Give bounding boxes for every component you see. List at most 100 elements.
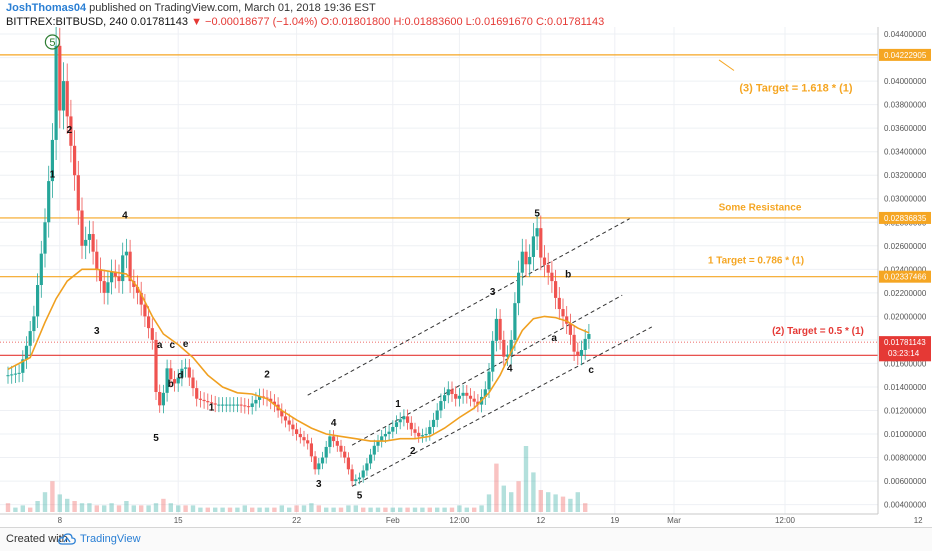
volume-bar: [560, 496, 566, 512]
candle-body: [161, 392, 165, 406]
wave-label: d: [177, 371, 183, 382]
down-arrow-icon: ▼: [191, 16, 202, 28]
candle-body: [73, 145, 77, 176]
candle-body: [291, 424, 295, 430]
candle-body: [576, 351, 580, 356]
volume-bar: [449, 507, 455, 512]
candle-body: [165, 368, 169, 393]
candle-body: [565, 316, 569, 324]
candle-body: [191, 377, 195, 389]
volume-bar: [94, 505, 99, 512]
volume-bar: [479, 505, 484, 512]
time-tick-label: 12:00: [449, 516, 470, 525]
candle-body: [36, 285, 40, 317]
candle-body: [361, 470, 365, 478]
candle-body: [217, 404, 221, 406]
candle-body: [80, 210, 84, 246]
price-tick-label: 0.03800000: [884, 101, 927, 110]
candle-body: [443, 395, 447, 402]
tradingview-brand-link[interactable]: TradingView: [80, 533, 141, 545]
wave-circle-icon: [44, 34, 61, 50]
candle-body: [557, 297, 561, 310]
candle-body: [254, 399, 258, 404]
volume-bar: [116, 505, 122, 512]
volume-bar: [390, 507, 395, 512]
candle-body: [465, 392, 469, 396]
volume-bar: [272, 507, 277, 512]
volume-bar: [486, 494, 492, 512]
candle-body: [542, 257, 547, 265]
candle-body: [320, 457, 325, 464]
candle-body: [369, 454, 373, 464]
resistance-annotation: Some Resistance: [719, 203, 802, 214]
volume-bar: [57, 494, 62, 512]
wave-label: 2: [410, 446, 416, 457]
wave-label: c: [169, 340, 175, 351]
volume-bar: [35, 501, 40, 512]
volume-bar: [494, 463, 499, 512]
candle-body: [328, 436, 332, 447]
volume-bar: [257, 507, 262, 512]
volume-bar: [13, 507, 18, 512]
volume-bar: [190, 505, 196, 512]
wave-label: e: [183, 339, 189, 350]
volume-bar: [146, 505, 151, 512]
candle-body: [457, 395, 461, 399]
price-tick-label: 0.04400000: [884, 30, 927, 39]
volume-bar: [338, 507, 344, 512]
volume-bar: [183, 505, 188, 512]
candle-body: [132, 281, 136, 287]
channel-line-middle: [351, 294, 623, 446]
candle-body: [380, 436, 384, 442]
candle-body: [509, 339, 513, 355]
candle-body: [246, 406, 251, 408]
candle-body: [21, 359, 25, 373]
candle-body: [54, 45, 58, 140]
candle-body: [472, 398, 476, 402]
candle-body: [113, 271, 117, 277]
volume-bar: [361, 507, 366, 512]
volume-bar: [5, 503, 11, 512]
candles: [6, 27, 591, 486]
candle-body: [13, 373, 17, 375]
wave-label: 5: [357, 491, 363, 502]
volume-bar: [153, 503, 159, 512]
symbol-line: BITTREX:BITBUSD, 240 0.01781143 ▼ −0.000…: [6, 16, 604, 28]
volume-bar: [227, 507, 233, 512]
candle-body: [158, 391, 162, 406]
candle-body: [213, 403, 217, 405]
wave-label: 1: [209, 402, 215, 413]
candle-body: [28, 331, 32, 346]
candle-body: [572, 334, 576, 352]
volume-bar: [509, 492, 514, 512]
volume-bar: [368, 507, 373, 512]
volume-bar: [250, 507, 255, 512]
candle-body: [232, 404, 236, 406]
volume-bar: [398, 507, 403, 512]
candle-body: [69, 116, 73, 146]
author-name[interactable]: JoshThomas04: [6, 2, 87, 14]
tradingview-cloud-icon: [58, 533, 76, 545]
candle-body: [332, 436, 336, 442]
candle-body: [102, 281, 106, 293]
volume-bar: [568, 498, 573, 512]
candle-body: [402, 416, 406, 420]
candle-body: [87, 234, 91, 240]
candle-body: [187, 367, 191, 378]
candle-body: [417, 432, 421, 437]
candle-body: [198, 398, 202, 400]
candle-body: [561, 309, 565, 317]
wave-label: 5: [153, 433, 159, 444]
volume-bar: [309, 503, 314, 512]
candle-body: [550, 272, 554, 282]
candle-body: [24, 345, 29, 360]
volume-bar: [405, 507, 410, 512]
candle-body: [283, 416, 288, 421]
candle-body: [180, 368, 184, 378]
candle-body: [420, 435, 424, 437]
price-tick-label: 0.00400000: [884, 501, 927, 510]
volume-bar: [139, 505, 144, 512]
candle-body: [221, 404, 225, 406]
candle-body: [235, 404, 239, 406]
